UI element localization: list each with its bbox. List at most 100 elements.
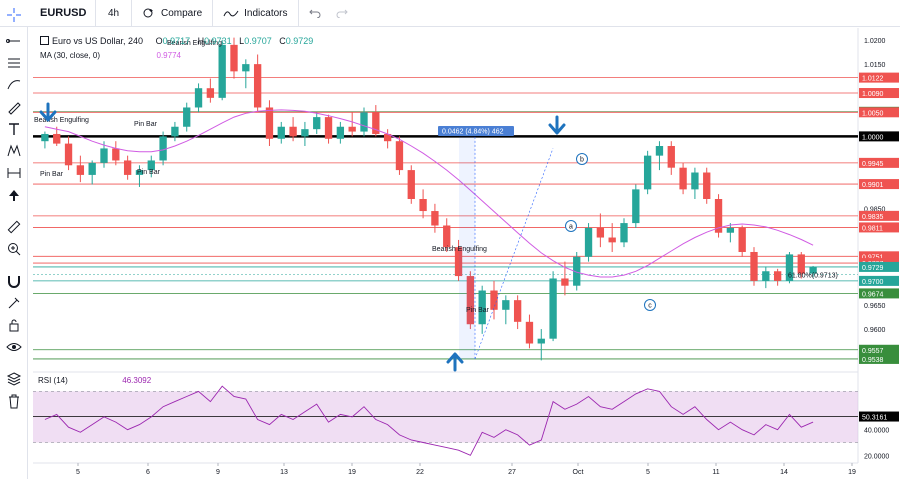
indicators-button[interactable]: Indicators (213, 0, 299, 27)
candle-body (584, 227, 593, 257)
measure-label: 0.0462 (4.84%) 462 (442, 129, 504, 136)
pattern-icon[interactable] (6, 143, 22, 159)
price-tag-label: 0.9751 (862, 254, 884, 261)
candle-body (100, 148, 108, 163)
compare-button[interactable]: Compare (132, 0, 214, 27)
time-axis-label: 11 (712, 469, 719, 476)
price-tag (859, 251, 899, 262)
object-tree-icon[interactable] (6, 371, 22, 387)
candle-body (561, 278, 569, 286)
candle-body (525, 321, 534, 344)
candle-body (76, 165, 85, 175)
trendline-icon[interactable] (6, 33, 22, 49)
candle-body (171, 126, 179, 137)
price-axis-label: 1.0200 (864, 38, 886, 45)
c-label: C (279, 36, 286, 46)
candle-body (253, 64, 262, 108)
symbol-search[interactable]: EURUSD (0, 0, 96, 27)
fib-trend-line (474, 148, 554, 360)
wave-c-label: c (648, 303, 652, 310)
candle-body (53, 133, 61, 144)
candle-body (513, 300, 522, 322)
candle-body (88, 162, 96, 175)
price-axis-label: 0.9650 (864, 303, 886, 310)
time-axis-label: 5 (76, 469, 80, 476)
wave-circle (565, 220, 577, 232)
interval-button[interactable]: 4h (96, 0, 132, 27)
price-tag (859, 210, 899, 221)
undo-button[interactable] (299, 0, 336, 27)
price-tag (859, 131, 899, 142)
time-axis-label: 9 (216, 469, 220, 476)
redo-button[interactable] (336, 0, 363, 27)
rsi-band (33, 391, 858, 443)
text-icon[interactable] (6, 121, 22, 137)
price-tag (859, 157, 899, 168)
pitchfork-icon[interactable] (6, 77, 22, 93)
bearish-engulfing-label: Bearish Engulfing (167, 40, 222, 47)
bearish-engulfing-label: Bearish Engulfing (34, 117, 89, 124)
candle-body (632, 189, 640, 224)
l-value: 0.9707 (244, 36, 272, 46)
ma-legend: MA (30, close, 0) 0.9774 (40, 51, 181, 60)
crosshair-icon[interactable] (6, 7, 22, 23)
legend-title: Euro vs US Dollar, 240 (52, 36, 144, 46)
indicators-icon (223, 10, 239, 17)
wave-circle (644, 299, 656, 311)
candle-body (478, 290, 486, 325)
candle-body (135, 170, 144, 175)
rsi-value: 46.3092 (122, 376, 152, 385)
ruler-icon[interactable] (6, 219, 22, 235)
collapse-icon[interactable] (40, 36, 49, 45)
candle-body (750, 251, 758, 281)
candle-body (726, 227, 735, 233)
candle-body (797, 254, 805, 274)
price-tag (859, 344, 899, 355)
candle-body (242, 64, 250, 72)
candle-body (112, 148, 120, 161)
price-tag (859, 222, 899, 233)
ma-label: MA (30, close, 0) (40, 51, 101, 60)
price-tag-label: 0.9538 (862, 357, 884, 364)
price-tag (859, 72, 899, 83)
candle-body (265, 107, 274, 139)
rsi-axis-label: 40.0000 (864, 428, 889, 435)
time-axis-label: 27 (508, 469, 516, 476)
wave-circle (576, 153, 588, 165)
c-value: 0.9729 (285, 36, 314, 46)
time-axis-label: 6 (146, 469, 150, 476)
candle-body (206, 88, 215, 98)
stay-drawing-icon[interactable] (6, 295, 22, 311)
ma-line (44, 109, 814, 278)
candle-body (703, 172, 711, 199)
candle-body (443, 225, 451, 248)
compare-label: Compare (161, 7, 203, 19)
candle-body (573, 256, 581, 286)
candle-body (64, 143, 73, 166)
candle-body (773, 271, 782, 281)
candle-body (620, 223, 628, 243)
price-tag (859, 179, 899, 190)
price-tag (859, 288, 899, 299)
candle-body (785, 254, 794, 281)
lock-icon[interactable] (6, 317, 22, 333)
symbol-legend: Euro vs US Dollar, 240 O0.9717 H0.9731 L… (40, 36, 313, 46)
rsi-legend: RSI (14) 46.3092 (38, 376, 151, 385)
rsi-line (44, 385, 814, 456)
horizontal-lines-icon[interactable] (6, 55, 22, 71)
candle-body (691, 172, 699, 190)
magnet-icon[interactable] (6, 273, 22, 289)
up-arrow-icon (446, 352, 464, 372)
arrow-icon[interactable] (6, 187, 22, 203)
trash-icon[interactable] (6, 393, 22, 409)
zoom-icon[interactable] (6, 241, 22, 257)
pen-icon[interactable] (6, 99, 22, 115)
price-tag-label: 0.9557 (862, 348, 884, 355)
prediction-icon[interactable] (6, 165, 22, 181)
candle-body (313, 117, 321, 130)
eye-icon[interactable] (6, 339, 22, 355)
rsi-tag-label: 50.3161 (862, 415, 887, 422)
candle-body (738, 227, 746, 252)
measure-label-bg (438, 126, 514, 136)
